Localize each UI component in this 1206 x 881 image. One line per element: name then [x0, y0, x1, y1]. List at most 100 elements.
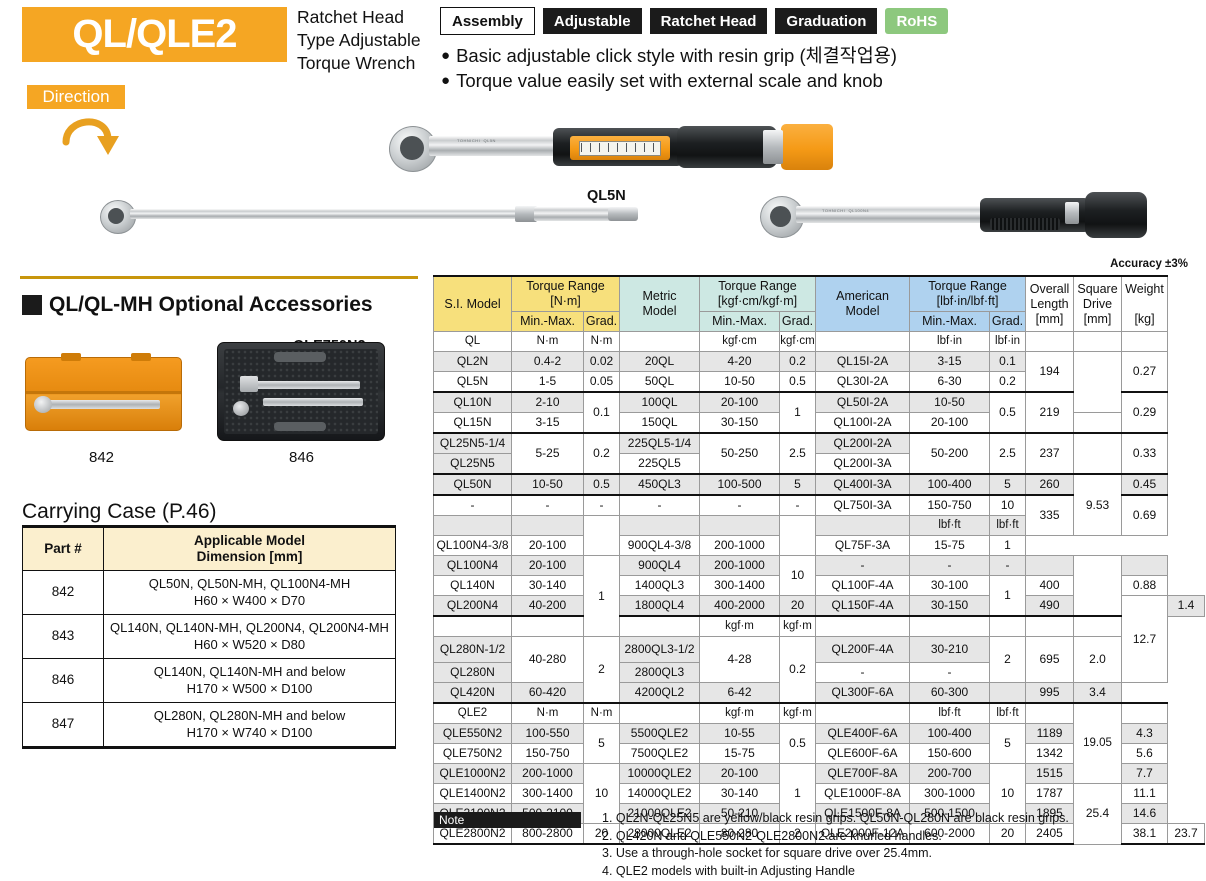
cell-length: 1787	[1025, 783, 1075, 804]
cell-nm-grad: 0.02	[583, 351, 620, 372]
cell-nm-grad: 1	[583, 555, 620, 637]
table-row: QL100N4 20-100 1 900QL4 200-1000 10 - - …	[433, 555, 1205, 637]
cell-american: QL200I-3A	[815, 453, 911, 475]
cell-lbf-minmax: 15-75	[909, 535, 991, 556]
th-weight-l1: Weight	[1125, 281, 1164, 296]
cell-lbf-grad: 5	[989, 473, 1027, 496]
cell-kgf-minmax: 30-140	[699, 783, 780, 804]
cell-kgf-grad: 2	[778, 823, 817, 845]
cell-kgf-minmax: -	[699, 494, 780, 516]
cell-length	[1025, 615, 1075, 637]
cell-si: QL50N	[433, 473, 512, 496]
cell-kgf-grad: 0.5	[778, 371, 817, 393]
cell-si: QLE2	[433, 702, 512, 724]
cell-american: QLE1000F-8A	[815, 783, 911, 804]
th-kgf-grad: Grad.	[778, 311, 817, 332]
cell-si: QL5N	[433, 371, 512, 393]
cc-part: 842	[22, 570, 104, 615]
specification-table: S.I. Model Torque Range [N·m] Metric Mod…	[433, 275, 1205, 845]
page-header: QL/QLE2 Ratchet Head Type Adjustable Tor…	[0, 0, 1206, 155]
cell-kgf-minmax	[699, 515, 780, 536]
table-unit-row: kgf·m kgf·m	[433, 615, 1205, 637]
tag-label: Adjustable	[553, 12, 631, 30]
cell-lbf-grad: lbf·in	[989, 331, 1027, 352]
cell-american: QL300F-6A	[815, 682, 911, 704]
table-row: QL140N 30-140 1400QL3 300-1400 QL100F-4A…	[433, 575, 1205, 617]
cell-si	[433, 615, 512, 637]
cell-lbf-grad	[989, 682, 1027, 704]
cell-nm-minmax: 20-100	[511, 535, 584, 556]
cell-kgf-grad: 5	[778, 473, 817, 496]
tag-assembly: Assembly	[440, 7, 535, 35]
cell-american: QLE600F-6A	[815, 743, 911, 764]
subtitle-line-2: Type Adjustable	[297, 30, 421, 50]
th-metric-l2: Model	[642, 304, 677, 318]
cell-kgf-minmax: 15-75	[699, 743, 780, 764]
th-metric-model: Metric Model	[619, 275, 700, 332]
cell-kgf-grad: 0.2	[778, 636, 817, 704]
cell-kgf-grad: 20	[778, 595, 817, 617]
table-row: QL100N4-3/8 20-100 900QL4-3/8 200-1000 Q…	[433, 535, 1205, 556]
cell-lbf-grad: 1	[989, 535, 1027, 556]
cc-part: 846	[22, 658, 104, 703]
cell-kgf-grad: kgf·m	[778, 702, 817, 724]
product-photo-area: TOHNICHI QL5N QL5N QLE750N2 TOHNICHI QL1…	[0, 100, 1206, 356]
cell-lbf-minmax: -	[909, 662, 991, 683]
cell-kgf-minmax: 10-55	[699, 723, 780, 744]
cell-length: 335	[1025, 494, 1075, 536]
th-kgf-minmax: Min.-Max.	[699, 311, 780, 332]
note-badge-label: Note	[439, 813, 465, 827]
cell-metric: 1400QL3	[619, 575, 700, 596]
cell-lbf-grad: 2	[989, 636, 1027, 683]
table-row: QLE1000N2 200-1000 10 10000QLE2 20-100 1…	[433, 763, 1205, 824]
cell-nm-minmax: 0.4-2	[511, 351, 584, 372]
tag-ratchet-head: Ratchet Head	[649, 8, 768, 34]
cell-metric: 1800QL4	[619, 595, 700, 617]
cell-american: QL15I-2A	[815, 351, 911, 372]
cell-kgf-grad: 0.2	[778, 351, 817, 372]
cell-weight: 0.45	[1121, 473, 1169, 496]
th-lbf-grad: Grad.	[989, 311, 1027, 332]
direction-arrow-icon	[62, 118, 119, 155]
cell-american: QL200I-2A	[815, 432, 911, 454]
cell-american: QLE1500F-8A	[815, 803, 911, 824]
cell-nm-minmax	[511, 515, 584, 536]
bullet-dot-icon: ●	[441, 47, 451, 64]
bullet-item: ● Torque value easily set with external …	[441, 68, 1061, 93]
cell-kgf-minmax: 20-100	[699, 391, 780, 413]
cell-lbf-minmax: lbf·in	[909, 331, 991, 352]
th-tr-lbf-l1: Torque Range	[928, 279, 1007, 293]
cell-metric: 50QL	[619, 371, 700, 393]
cell-square: 25.4	[1073, 783, 1123, 845]
th-american-model: American Model	[815, 275, 911, 332]
cell-nm-minmax: 300-1400	[511, 783, 584, 804]
table-unit-row: lbf·ft lbf·ft	[433, 515, 1205, 556]
th-square-l1: Square	[1077, 281, 1118, 296]
cell-nm-minmax: 5-25	[511, 432, 584, 475]
case-seam	[26, 391, 181, 394]
table-row: QL25N5 225QL5 QL200I-3A	[433, 453, 1205, 475]
cell-weight: 5.6	[1121, 743, 1169, 764]
cell-weight	[1121, 555, 1169, 576]
cell-nm-minmax: 20-100	[511, 555, 584, 576]
table-row: QL25N5-1/4 5-25 0.2 225QL5-1/4 50-250 2.…	[433, 432, 1205, 475]
cell-si: QL2N	[433, 351, 512, 372]
cell-length	[1025, 331, 1075, 352]
tag-label: RoHS	[896, 12, 938, 30]
cell-weight	[1121, 702, 1169, 724]
cell-length: 1895	[1025, 803, 1075, 824]
cell-metric: 450QL3	[619, 473, 700, 496]
cell-american: QL150F-4A	[815, 595, 911, 617]
adjusting-knob	[1085, 192, 1147, 238]
cell-kgf-minmax: kgf·m	[699, 615, 780, 637]
cell-nm-minmax: N·m	[511, 702, 584, 724]
cell-american: QL100F-4A	[815, 575, 911, 596]
cell-nm-minmax: 2-10	[511, 391, 584, 413]
cc-dimension-text: H60 × W400 × D70	[193, 592, 306, 608]
cell-lbf-minmax: 10-50	[909, 391, 991, 413]
cell-kgf-minmax: 50-210	[699, 803, 780, 824]
cell-length: 400	[1025, 575, 1075, 596]
cell-american	[815, 615, 911, 637]
cell-lbf-minmax: 20-100	[909, 412, 991, 434]
cell-kgf-grad: -	[778, 494, 817, 516]
